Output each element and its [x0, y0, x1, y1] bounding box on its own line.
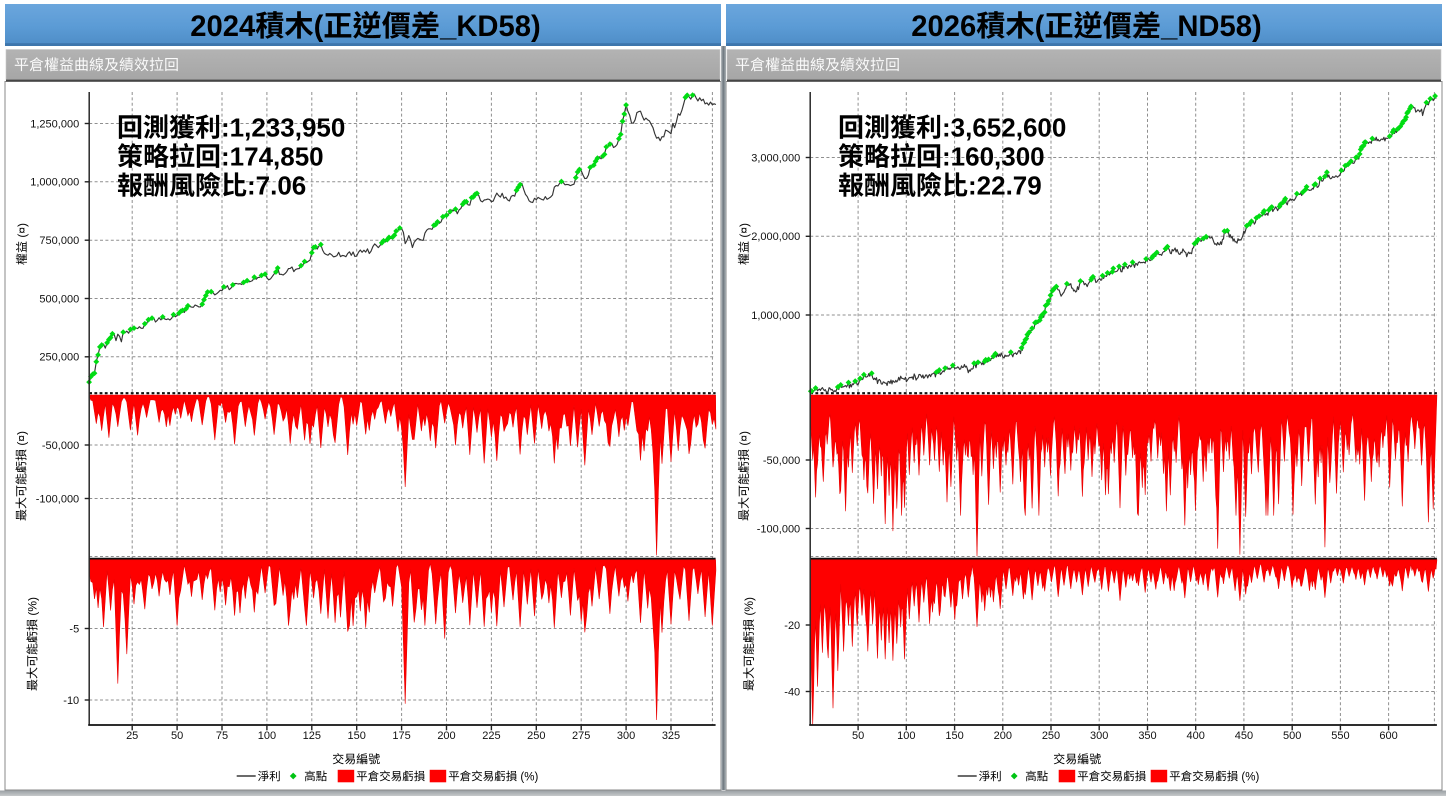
svg-text:(¤): (¤) — [737, 431, 751, 449]
svg-text:1,250,000: 1,250,000 — [30, 118, 79, 130]
svg-text:100: 100 — [258, 730, 276, 742]
svg-text:(¤): (¤) — [15, 431, 29, 449]
svg-text:600: 600 — [1379, 730, 1397, 742]
svg-text:_KD58): _KD58) — [439, 11, 541, 43]
svg-text::22.79: :22.79 — [968, 171, 1042, 201]
svg-text:225: 225 — [482, 730, 500, 742]
svg-text:-10: -10 — [63, 695, 79, 707]
svg-text:25: 25 — [126, 730, 138, 742]
svg-text:_ND58): _ND58) — [1160, 11, 1262, 43]
svg-text::160,300: :160,300 — [942, 142, 1045, 172]
svg-text:2024: 2024 — [190, 11, 256, 43]
svg-text:-20: -20 — [784, 620, 800, 632]
svg-text:2,000,000: 2,000,000 — [751, 231, 800, 243]
svg-text:-5: -5 — [69, 623, 79, 635]
svg-text:(%): (%) — [742, 597, 756, 619]
svg-text:(¤): (¤) — [737, 223, 751, 241]
svg-text:150: 150 — [348, 730, 366, 742]
svg-text:250: 250 — [1042, 730, 1060, 742]
svg-text:75: 75 — [216, 730, 228, 742]
svg-text:550: 550 — [1331, 730, 1349, 742]
svg-text:50: 50 — [852, 730, 864, 742]
svg-text:275: 275 — [572, 730, 590, 742]
svg-text:400: 400 — [1187, 730, 1205, 742]
svg-text:750,000: 750,000 — [39, 235, 79, 247]
svg-text:150: 150 — [945, 730, 963, 742]
svg-text:100: 100 — [897, 730, 915, 742]
svg-text:-100,000: -100,000 — [36, 493, 79, 505]
svg-text:175: 175 — [392, 730, 410, 742]
svg-text:-40: -40 — [784, 686, 800, 698]
svg-text:125: 125 — [303, 730, 321, 742]
svg-text:300: 300 — [617, 730, 635, 742]
svg-text::7.06: :7.06 — [247, 171, 306, 201]
svg-text:1,000,000: 1,000,000 — [30, 177, 79, 189]
svg-text:350: 350 — [1138, 730, 1156, 742]
svg-text:500,000: 500,000 — [39, 293, 79, 305]
svg-text:(%): (%) — [1238, 771, 1259, 783]
svg-text:-100,000: -100,000 — [757, 523, 800, 535]
svg-text:(%): (%) — [517, 771, 538, 783]
svg-text:250: 250 — [527, 730, 545, 742]
svg-text:(¤): (¤) — [15, 223, 29, 241]
svg-text:(%): (%) — [26, 597, 40, 619]
svg-text:1,000,000: 1,000,000 — [751, 310, 800, 322]
svg-text::3,652,600: :3,652,600 — [942, 113, 1066, 143]
svg-text:450: 450 — [1235, 730, 1253, 742]
svg-text:50: 50 — [171, 730, 183, 742]
svg-text:325: 325 — [662, 730, 680, 742]
svg-text:200: 200 — [994, 730, 1012, 742]
svg-text::174,850: :174,850 — [221, 142, 324, 172]
svg-text:(: ( — [314, 11, 324, 43]
svg-text:-50,000: -50,000 — [42, 440, 79, 452]
svg-text:250,000: 250,000 — [39, 352, 79, 364]
svg-text:200: 200 — [437, 730, 455, 742]
svg-text:300: 300 — [1090, 730, 1108, 742]
svg-text:500: 500 — [1283, 730, 1301, 742]
svg-text:(: ( — [1035, 11, 1045, 43]
svg-text:-50,000: -50,000 — [763, 455, 800, 467]
svg-text:2026: 2026 — [911, 11, 976, 43]
svg-text::1,233,950: :1,233,950 — [221, 113, 345, 143]
svg-text:3,000,000: 3,000,000 — [751, 152, 800, 164]
